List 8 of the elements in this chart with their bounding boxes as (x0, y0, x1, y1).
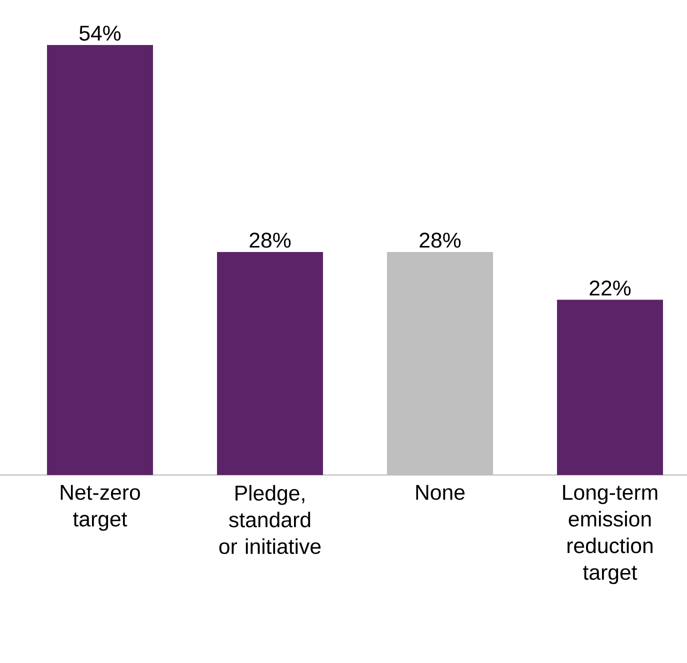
x-tick-label: Pledge, standard or initiative (219, 485, 321, 554)
data-label: 28% (250, 232, 291, 248)
data-label: 28% (420, 232, 461, 248)
x-tick-label: Net-zero target (60, 485, 140, 531)
data-label: 22% (590, 280, 631, 296)
x-tick-label: Long-term emission reduction target (563, 485, 658, 584)
data-label: 54% (80, 26, 121, 41)
x-tick-label: None (416, 485, 465, 500)
